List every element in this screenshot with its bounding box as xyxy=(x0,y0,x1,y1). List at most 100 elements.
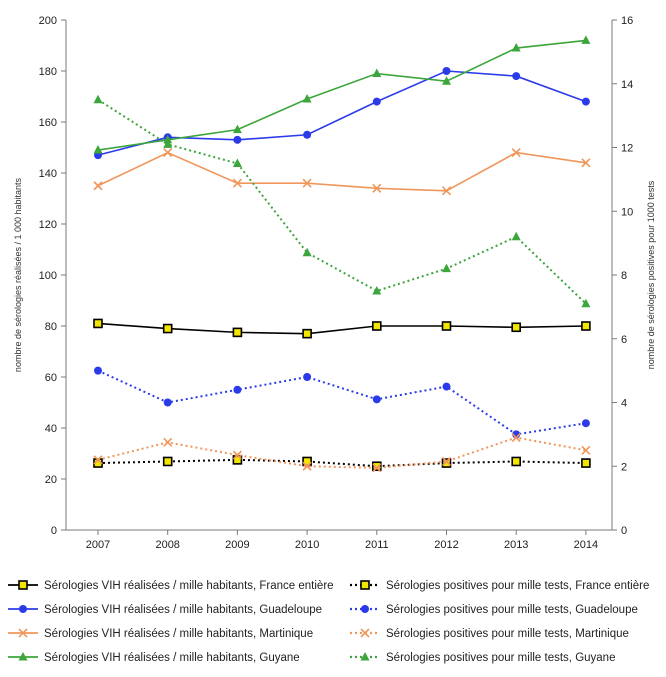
x-tick-label: 2012 xyxy=(434,539,458,551)
series-6 xyxy=(94,366,590,439)
data-point xyxy=(372,285,382,295)
data-point xyxy=(442,76,451,85)
data-point xyxy=(232,178,242,188)
y-left-tick-label: 180 xyxy=(39,66,57,78)
legend-item: Sérologies VIH réalisées / mille habitan… xyxy=(8,652,300,664)
series-line xyxy=(97,458,586,468)
data-point xyxy=(511,456,522,467)
data-point xyxy=(163,398,172,407)
x-tick-label: 2014 xyxy=(574,539,598,551)
y-left-tick-label: 0 xyxy=(51,525,57,537)
data-point xyxy=(511,432,521,443)
data-point xyxy=(93,145,103,154)
legend-label: Sérologies positives pour mille tests, F… xyxy=(386,580,649,592)
data-point xyxy=(232,158,242,167)
legend-swatch-marker xyxy=(360,628,370,638)
x-tick-label: 2009 xyxy=(225,539,249,551)
y-left-tick-label: 20 xyxy=(45,474,57,486)
data-point xyxy=(302,247,312,257)
y-left-tick-label: 40 xyxy=(45,423,57,435)
series-line xyxy=(97,151,587,192)
legend-item: Sérologies VIH réalisées / mille habitan… xyxy=(8,580,334,592)
data-point xyxy=(511,231,521,241)
y-left-tick-label: 60 xyxy=(45,372,57,384)
data-point xyxy=(162,323,173,334)
data-point xyxy=(442,382,451,391)
legend-item: Sérologies VIH réalisées / mille habitan… xyxy=(8,604,322,616)
legend-item: Sérologies positives pour mille tests, G… xyxy=(350,604,638,616)
data-point xyxy=(163,148,173,158)
legend-swatch-marker xyxy=(18,580,28,590)
x-tick-label: 2013 xyxy=(504,539,528,551)
data-point xyxy=(93,318,103,329)
legend-item: Sérologies positives pour mille tests, F… xyxy=(350,580,649,592)
data-point xyxy=(441,321,452,331)
legend-swatch-marker xyxy=(18,628,28,638)
x-tick-label: 2010 xyxy=(295,539,319,551)
data-point xyxy=(94,366,102,375)
y-right-tick-label: 16 xyxy=(621,15,633,27)
y-right-tick-label: 4 xyxy=(621,398,627,410)
data-point xyxy=(581,458,591,468)
y-right-tick-label: 14 xyxy=(621,79,633,91)
legend-label: Sérologies VIH réalisées / mille habitan… xyxy=(44,580,334,592)
data-point xyxy=(581,97,590,106)
data-point xyxy=(372,97,381,106)
series-8 xyxy=(93,94,591,308)
data-point xyxy=(303,130,312,139)
legend-label: Sérologies VIH réalisées / mille habitan… xyxy=(44,652,300,664)
series-4 xyxy=(93,35,591,154)
series-line xyxy=(97,39,586,151)
data-point xyxy=(581,298,591,308)
x-tick-label: 2007 xyxy=(86,539,110,551)
data-point xyxy=(302,328,312,339)
data-point xyxy=(163,134,173,144)
data-point xyxy=(233,135,242,144)
data-point xyxy=(581,419,590,428)
data-point xyxy=(302,461,312,471)
axes: 0 20 40 60 80 100 120 140 160 180 200 0 2 4 6 8 10 12 14 16… xyxy=(13,15,656,551)
data-point xyxy=(442,67,451,75)
data-point xyxy=(372,395,381,404)
legend-label: Sérologies positives pour mille tests, M… xyxy=(386,628,629,640)
data-point xyxy=(442,263,451,273)
legend-swatch-marker xyxy=(360,652,370,661)
data-point xyxy=(371,321,382,331)
series-line xyxy=(97,322,586,335)
y-left-tick-label: 100 xyxy=(39,270,57,282)
y-left-tick-label: 140 xyxy=(39,168,57,180)
data-point xyxy=(232,327,243,338)
x-tick-label: 2011 xyxy=(365,539,389,551)
data-point xyxy=(232,450,242,460)
legend-label: Sérologies VIH réalisées / mille habitan… xyxy=(44,604,322,616)
y-right-axis-title: nombre de sérologies positives pour 1000… xyxy=(646,180,656,369)
data-point xyxy=(162,456,173,467)
legend-swatch-marker xyxy=(18,652,28,661)
legend-item: Sérologies positives pour mille tests, G… xyxy=(350,652,615,664)
data-point xyxy=(163,437,173,447)
data-point xyxy=(232,124,242,134)
data-point xyxy=(302,178,312,188)
y-left-tick-label: 200 xyxy=(39,15,57,27)
data-point xyxy=(511,322,522,333)
data-point xyxy=(581,35,591,44)
data-point xyxy=(93,181,103,191)
y-left-tick-label: 80 xyxy=(45,321,57,333)
data-point xyxy=(372,183,382,193)
series-1 xyxy=(93,318,591,339)
series-line xyxy=(97,98,587,305)
y-right-tick-label: 0 xyxy=(621,525,627,537)
y-left-axis-title: nombre de sérologies réalisées / 1 000 h… xyxy=(13,177,23,372)
series-7 xyxy=(93,432,591,473)
data-point xyxy=(581,321,591,331)
legend-item: Sérologies positives pour mille tests, M… xyxy=(350,628,629,640)
legend-swatch-marker xyxy=(19,605,27,613)
legend-swatch-marker xyxy=(361,605,369,613)
data-point xyxy=(511,43,521,52)
y-right-tick-label: 12 xyxy=(621,143,633,155)
data-point xyxy=(371,461,382,472)
data-point xyxy=(441,186,452,196)
x-tick-label: 2008 xyxy=(155,539,179,551)
legend-label: Sérologies VIH réalisées / mille habitan… xyxy=(44,628,313,640)
